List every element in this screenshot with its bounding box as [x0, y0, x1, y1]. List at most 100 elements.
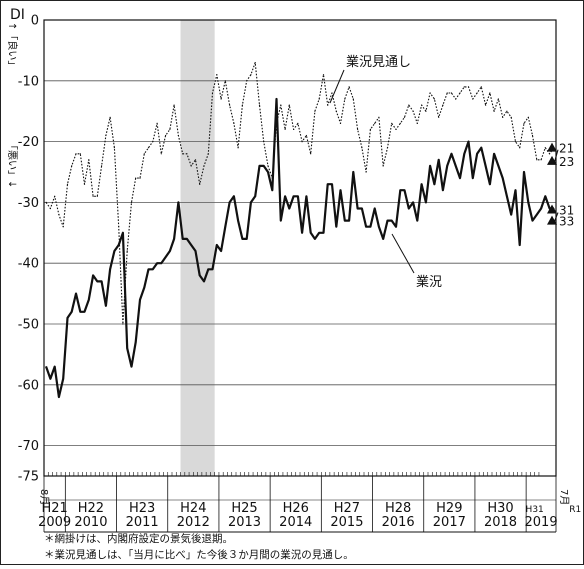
data-point	[305, 134, 307, 137]
data-point	[314, 238, 316, 240]
data-point	[139, 299, 141, 301]
data-point	[348, 86, 350, 88]
data-point	[237, 147, 239, 149]
data-point	[467, 86, 470, 88]
data-point	[152, 141, 154, 143]
data-point	[246, 80, 248, 82]
data-point	[160, 153, 162, 155]
data-point	[62, 226, 64, 228]
data-point	[352, 171, 354, 173]
data-point	[233, 195, 235, 197]
data-point	[135, 341, 137, 343]
data-point	[190, 165, 192, 167]
data-point	[271, 189, 273, 191]
data-point	[493, 153, 495, 155]
data-point	[399, 189, 401, 191]
data-point	[476, 153, 478, 155]
year-era-label: H24	[180, 501, 206, 516]
data-point	[293, 128, 295, 130]
data-point	[331, 92, 333, 94]
data-point	[523, 122, 525, 124]
data-point	[318, 98, 320, 100]
data-point	[463, 86, 465, 88]
data-point	[263, 141, 265, 143]
data-point	[241, 238, 243, 240]
data-point	[220, 250, 222, 252]
data-point	[327, 183, 329, 185]
data-point	[267, 171, 269, 173]
data-point	[182, 153, 184, 155]
data-point	[194, 159, 197, 161]
data-point	[514, 141, 517, 143]
data-point	[92, 274, 94, 276]
data-point	[75, 153, 77, 155]
year-era-label: H28	[385, 501, 411, 516]
data-point	[88, 299, 90, 301]
end-arrow	[553, 149, 559, 164]
y-tick-label: -50	[18, 318, 39, 333]
data-point	[365, 226, 367, 228]
data-point	[83, 311, 86, 313]
data-point	[194, 250, 197, 252]
data-point	[369, 226, 371, 228]
data-point	[58, 396, 60, 398]
data-point	[135, 177, 137, 179]
end-arrow	[553, 212, 559, 223]
data-point	[62, 378, 64, 380]
data-point	[361, 207, 363, 210]
year-label: 2017	[433, 515, 466, 530]
footnotes: ＊網掛けは、内閣府設定の景気後退期。 ＊業況見通しは、「当月に比べ」た今後３か月…	[44, 532, 354, 561]
year-label: 2013	[228, 515, 261, 530]
data-point	[186, 238, 188, 240]
data-point	[105, 134, 107, 137]
data-point	[386, 147, 389, 149]
data-point	[357, 128, 359, 130]
data-point	[203, 280, 205, 282]
data-point	[96, 195, 98, 197]
data-point	[544, 147, 546, 149]
end-marker-triangle	[547, 204, 557, 214]
data-point	[288, 104, 290, 106]
year-label: 2010	[74, 515, 107, 530]
data-point	[531, 134, 534, 137]
data-point	[49, 378, 52, 380]
data-point	[241, 104, 243, 106]
data-point	[374, 122, 376, 124]
data-point	[83, 183, 86, 185]
data-point	[386, 220, 389, 222]
y-axis-note: ↑「良い」 「悪い」↓	[6, 22, 19, 188]
data-point	[506, 110, 508, 112]
y-tick-label: -30	[18, 196, 39, 211]
data-point	[66, 317, 69, 319]
series-lines	[45, 62, 555, 399]
recession-shading	[180, 20, 215, 476]
data-point	[297, 122, 299, 124]
series-label-actual: 業況	[416, 274, 442, 290]
data-point	[101, 165, 103, 167]
data-point	[165, 134, 167, 137]
data-point	[284, 195, 286, 197]
data-point	[165, 256, 167, 258]
data-point	[88, 159, 90, 161]
data-point	[211, 268, 214, 270]
data-point	[318, 232, 320, 234]
year-era-label: R1	[569, 505, 581, 515]
year-label: 2011	[126, 515, 159, 530]
data-point	[403, 116, 406, 118]
series-label-forecast: 業況見通し	[346, 54, 411, 70]
data-point	[395, 226, 397, 228]
data-point	[510, 214, 512, 216]
y-axis-title: DI	[10, 7, 25, 23]
data-point	[429, 92, 431, 94]
data-point	[113, 250, 115, 252]
year-era-label: H29	[436, 501, 462, 516]
data-point	[446, 165, 448, 167]
data-point	[254, 195, 256, 197]
data-point	[463, 153, 465, 155]
data-point	[348, 220, 350, 222]
data-point	[229, 104, 231, 106]
data-point	[109, 268, 111, 270]
data-point	[442, 189, 444, 191]
data-point	[147, 268, 150, 270]
